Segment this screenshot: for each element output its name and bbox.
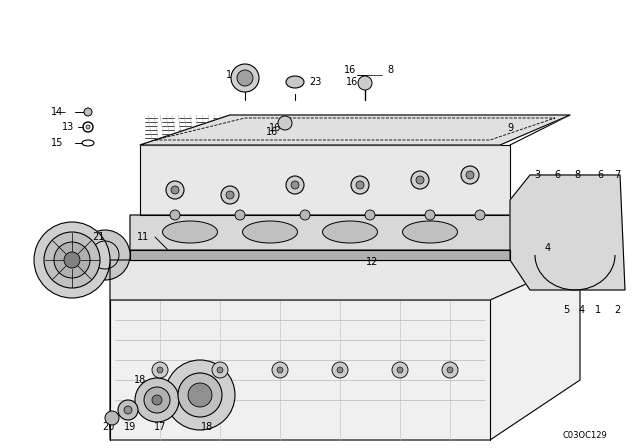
- Circle shape: [411, 171, 429, 189]
- Text: 10: 10: [226, 70, 238, 80]
- Circle shape: [178, 373, 222, 417]
- Circle shape: [475, 210, 485, 220]
- Text: 3: 3: [534, 170, 540, 180]
- Circle shape: [351, 176, 369, 194]
- Circle shape: [152, 395, 162, 405]
- Text: 21: 21: [92, 232, 104, 242]
- Text: 8: 8: [574, 170, 580, 180]
- Circle shape: [166, 181, 184, 199]
- Text: 4: 4: [579, 305, 585, 315]
- Circle shape: [118, 400, 138, 420]
- Circle shape: [80, 230, 130, 280]
- Text: 17: 17: [154, 422, 166, 432]
- Circle shape: [447, 367, 453, 373]
- Text: —: —: [54, 107, 65, 117]
- Text: 18: 18: [201, 422, 213, 432]
- Circle shape: [425, 210, 435, 220]
- Circle shape: [272, 362, 288, 378]
- Text: 2: 2: [614, 305, 620, 315]
- Ellipse shape: [403, 221, 458, 243]
- Circle shape: [332, 362, 348, 378]
- Circle shape: [442, 362, 458, 378]
- Circle shape: [300, 210, 310, 220]
- Circle shape: [135, 378, 179, 422]
- Text: 16: 16: [266, 127, 278, 137]
- Ellipse shape: [243, 221, 298, 243]
- Circle shape: [157, 367, 163, 373]
- Text: —: —: [356, 70, 367, 80]
- Circle shape: [226, 191, 234, 199]
- Circle shape: [217, 367, 223, 373]
- Circle shape: [277, 367, 283, 373]
- Circle shape: [34, 222, 110, 298]
- Text: 4: 4: [545, 243, 551, 253]
- Text: 14: 14: [51, 107, 63, 117]
- Circle shape: [392, 362, 408, 378]
- Text: 12: 12: [366, 257, 378, 267]
- Polygon shape: [130, 250, 510, 260]
- Text: 6: 6: [597, 170, 603, 180]
- Text: 8: 8: [387, 65, 393, 75]
- Polygon shape: [140, 115, 570, 145]
- Ellipse shape: [286, 76, 304, 88]
- Text: 19: 19: [124, 422, 136, 432]
- Text: 9: 9: [507, 123, 513, 133]
- Ellipse shape: [323, 221, 378, 243]
- Circle shape: [54, 242, 90, 278]
- Circle shape: [278, 116, 292, 130]
- Circle shape: [152, 362, 168, 378]
- Circle shape: [337, 367, 343, 373]
- Circle shape: [461, 166, 479, 184]
- Polygon shape: [140, 145, 510, 215]
- Circle shape: [86, 125, 90, 129]
- Circle shape: [237, 70, 253, 86]
- Text: 16: 16: [269, 123, 281, 133]
- Circle shape: [291, 181, 299, 189]
- Text: 23: 23: [309, 77, 321, 87]
- Polygon shape: [130, 215, 575, 250]
- Text: 15: 15: [51, 138, 63, 148]
- Circle shape: [124, 406, 132, 414]
- Circle shape: [144, 387, 170, 413]
- Circle shape: [235, 210, 245, 220]
- Circle shape: [171, 186, 179, 194]
- Circle shape: [286, 176, 304, 194]
- Text: 13: 13: [62, 122, 74, 132]
- Text: 5: 5: [563, 305, 569, 315]
- Circle shape: [416, 176, 424, 184]
- Circle shape: [231, 64, 259, 92]
- Polygon shape: [510, 175, 625, 290]
- Circle shape: [105, 411, 119, 425]
- Circle shape: [358, 76, 372, 90]
- Circle shape: [466, 171, 474, 179]
- Text: 16: 16: [344, 65, 356, 75]
- Text: 22: 22: [51, 240, 63, 250]
- Circle shape: [84, 108, 92, 116]
- Circle shape: [170, 210, 180, 220]
- Polygon shape: [110, 260, 580, 440]
- Circle shape: [188, 383, 212, 407]
- Circle shape: [365, 210, 375, 220]
- Ellipse shape: [163, 221, 218, 243]
- Text: 6: 6: [554, 170, 560, 180]
- Text: 16: 16: [346, 77, 358, 87]
- Text: 1: 1: [595, 305, 601, 315]
- Text: 11: 11: [137, 232, 149, 242]
- Circle shape: [356, 181, 364, 189]
- Circle shape: [212, 362, 228, 378]
- Circle shape: [44, 232, 100, 288]
- Text: C03OC129: C03OC129: [563, 431, 607, 439]
- Circle shape: [397, 367, 403, 373]
- Circle shape: [64, 252, 80, 268]
- Circle shape: [165, 360, 235, 430]
- Polygon shape: [110, 260, 580, 300]
- Text: 7: 7: [614, 170, 620, 180]
- Circle shape: [221, 186, 239, 204]
- Text: 20: 20: [102, 422, 114, 432]
- Text: 18: 18: [134, 375, 146, 385]
